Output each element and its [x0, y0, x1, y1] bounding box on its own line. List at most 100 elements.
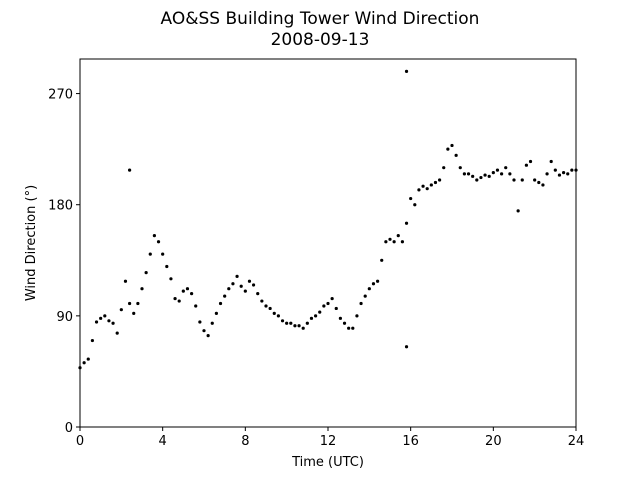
data-point	[409, 196, 413, 201]
x-tick-label: 20	[485, 434, 502, 449]
data-point	[359, 301, 363, 306]
data-point	[107, 319, 111, 323]
data-point	[285, 321, 289, 325]
data-point	[119, 308, 123, 312]
data-point	[82, 361, 86, 365]
data-point	[206, 334, 210, 338]
data-point	[136, 301, 140, 306]
data-point	[413, 203, 417, 207]
data-point	[330, 296, 334, 301]
y-tick-label: 0	[65, 421, 73, 436]
x-axis-label: Time (UTC)	[291, 455, 364, 470]
data-point	[425, 187, 429, 191]
data-point	[404, 221, 409, 225]
data-point	[214, 311, 218, 315]
data-point	[553, 168, 557, 172]
data-point	[293, 324, 297, 328]
data-point	[181, 289, 185, 293]
data-point	[161, 252, 165, 256]
data-point	[537, 180, 541, 185]
data-point	[533, 178, 537, 182]
data-point	[516, 209, 520, 213]
data-point	[528, 159, 533, 164]
data-point	[173, 296, 177, 301]
data-point	[111, 321, 115, 325]
data-point	[376, 279, 380, 283]
data-point	[128, 168, 132, 172]
data-point	[94, 320, 99, 324]
data-point	[438, 178, 442, 182]
data-point	[128, 301, 132, 306]
data-point	[404, 345, 409, 349]
data-point	[421, 184, 425, 188]
data-point	[491, 171, 495, 175]
x-tick-label: 24	[568, 434, 585, 449]
data-point	[264, 304, 268, 308]
x-tick-label: 0	[76, 434, 84, 449]
data-point	[243, 289, 247, 293]
data-point	[314, 314, 318, 318]
data-point	[235, 274, 239, 278]
data-point	[185, 287, 190, 291]
data-point	[433, 180, 438, 185]
y-axis-label: Wind Direction (°)	[24, 185, 39, 301]
data-point	[177, 299, 181, 303]
data-point	[524, 163, 529, 167]
x-tick-label: 12	[320, 434, 337, 449]
data-point	[103, 314, 107, 318]
data-point	[123, 279, 128, 283]
data-point	[479, 175, 483, 180]
data-point	[454, 153, 458, 157]
data-point	[252, 283, 256, 287]
data-point	[371, 282, 376, 286]
data-point	[404, 69, 409, 73]
chart-subtitle: 2008-09-13	[271, 30, 370, 50]
data-point	[190, 292, 194, 296]
data-point	[475, 178, 479, 182]
x-tick-label: 8	[241, 434, 249, 449]
chart-title: AO&SS Building Tower Wind Direction	[161, 9, 480, 29]
data-point	[280, 319, 285, 323]
data-point	[400, 240, 404, 244]
data-point	[198, 320, 202, 324]
x-tick-label: 16	[402, 434, 419, 449]
data-point	[508, 172, 512, 176]
data-point	[566, 172, 570, 176]
data-point	[144, 271, 148, 275]
data-point	[231, 282, 235, 286]
data-point	[194, 304, 198, 308]
data-point	[458, 166, 462, 170]
x-tick-label: 4	[159, 434, 167, 449]
data-point	[86, 357, 90, 361]
data-point	[483, 173, 487, 177]
data-point	[309, 316, 314, 320]
data-point	[545, 172, 549, 176]
data-point	[355, 314, 359, 318]
data-point	[466, 172, 471, 176]
data-point	[239, 284, 243, 288]
data-point	[289, 321, 293, 325]
data-point	[500, 172, 504, 176]
data-point	[396, 233, 400, 238]
data-point	[504, 166, 508, 170]
data-point	[562, 171, 566, 175]
data-point	[574, 168, 578, 172]
data-point	[297, 324, 301, 328]
data-point	[351, 326, 355, 330]
data-point	[318, 310, 322, 314]
y-tick-label: 180	[48, 199, 73, 214]
data-point	[388, 237, 392, 241]
data-point	[429, 183, 433, 187]
y-tick-label: 270	[48, 88, 73, 103]
data-point	[276, 314, 280, 318]
data-point	[442, 166, 446, 170]
plot-frame	[79, 58, 577, 428]
data-point	[169, 277, 173, 281]
data-point	[247, 279, 252, 283]
data-point	[132, 311, 136, 315]
data-point	[342, 321, 347, 325]
data-point	[380, 258, 384, 262]
data-point	[152, 233, 156, 238]
data-point	[140, 287, 144, 291]
